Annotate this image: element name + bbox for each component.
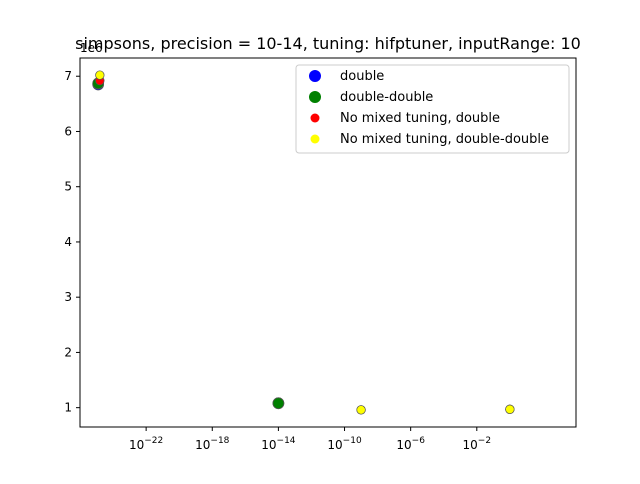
x-tick-label: 10−14 (261, 436, 296, 452)
y-tick-label: 2 (64, 345, 72, 359)
y-tick-label: 7 (64, 69, 72, 83)
x-tick-label: 10−6 (396, 436, 425, 452)
legend-items: double double-double No mixed tuning, doub… (309, 69, 549, 147)
legend-marker (310, 113, 320, 123)
legend-marker (309, 70, 321, 82)
y-tick-label: 4 (64, 235, 72, 249)
x-axis: 10−22 10−18 10−14 10−10 10−6 10−2 (129, 427, 491, 452)
x-tick-label: 10−22 (129, 436, 163, 452)
y-tick-label: 1 (64, 401, 72, 415)
y-axis: 1 2 3 4 5 6 7 (64, 69, 80, 415)
legend-label: No mixed tuning, double-double (340, 132, 549, 147)
x-tick-label: 10−10 (327, 436, 362, 452)
legend: double double-double No mixed tuning, doub… (295, 64, 570, 154)
x-tick-label: 10−2 (463, 436, 492, 452)
y-tick-label: 3 (64, 290, 72, 304)
y-tick-label: 6 (64, 124, 72, 138)
y-offset-text: 1e6 (80, 41, 103, 55)
data-point (95, 70, 105, 80)
legend-label: double-double (340, 90, 433, 105)
legend-marker (309, 91, 321, 103)
data-point (505, 404, 515, 414)
x-tick-label: 10−18 (195, 436, 230, 452)
plot-frame (79, 57, 577, 428)
data-point (356, 405, 366, 415)
chart-title: simpsons, precision = 10-14, tuning: hif… (75, 34, 581, 53)
y-tick-label: 5 (64, 180, 72, 194)
legend-box (295, 64, 570, 154)
data-point (272, 397, 285, 410)
legend-marker (310, 134, 320, 144)
data-points (92, 70, 515, 415)
legend-label: No mixed tuning, double (340, 111, 500, 126)
legend-label: double (340, 69, 384, 84)
